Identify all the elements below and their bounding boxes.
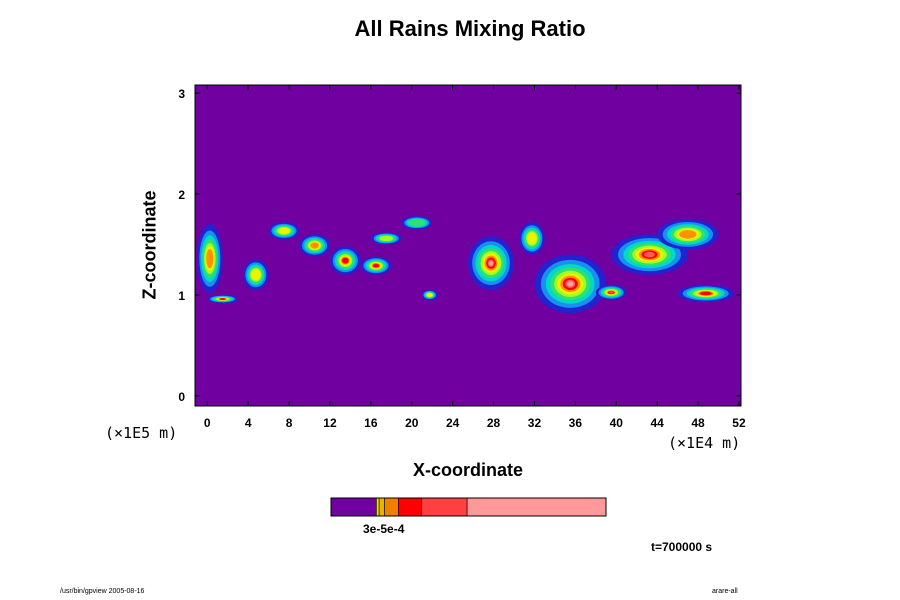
- colorbar-segment-1: [376, 497, 380, 517]
- colorbar-segment-6: [466, 497, 607, 517]
- x-tick-label-9: 36: [569, 416, 583, 430]
- colorbar-segment-2: [378, 497, 385, 517]
- time-label: t=700000 s: [651, 540, 713, 554]
- colorbar-tick-labels: 3e-5e-4: [363, 522, 405, 536]
- y-tick-label-0: 0: [178, 390, 185, 404]
- colorbar-segment-3: [384, 497, 399, 517]
- footer-command: /usr/bin/gpview 2005-08-16: [60, 588, 145, 595]
- rain-contour-12-9: [567, 281, 574, 287]
- x-tick-label-5: 20: [405, 416, 419, 430]
- x-axis-label: X-coordinate: [412, 460, 523, 480]
- y-axis-unit: (×1E5 m): [105, 424, 178, 442]
- rain-contour-8-3: [408, 219, 426, 227]
- rain-contour-16-7: [699, 291, 712, 296]
- rain-contour-10-9: [488, 260, 494, 266]
- x-tick-label-7: 28: [487, 416, 501, 430]
- x-tick-label-12: 48: [691, 416, 705, 430]
- x-tick-label-13: 52: [732, 416, 746, 430]
- x-tick-label-6: 24: [446, 416, 460, 430]
- rain-contour-3-5: [278, 227, 290, 234]
- x-tick-label-11: 44: [650, 416, 664, 430]
- x-tick-label-2: 8: [286, 416, 293, 430]
- colorbar-segment-0: [330, 497, 377, 517]
- colorbar: [330, 497, 607, 517]
- x-tick-label-3: 12: [323, 416, 337, 430]
- colorbar-frame: [330, 497, 607, 517]
- chart-title: All Rains Mixing Ratio: [354, 16, 586, 41]
- y-tick-label-2: 2: [178, 188, 185, 202]
- colorbar-segment-5: [421, 497, 468, 517]
- rain-contour-13-8: [608, 291, 614, 294]
- x-tick-label-1: 4: [245, 416, 252, 430]
- rain-contour-2-5: [251, 269, 261, 281]
- y-axis-label: Z-coordinate: [139, 190, 160, 300]
- rain-contour-0-6: [206, 249, 214, 269]
- rain-contour-15-6: [679, 230, 697, 239]
- y-tick-label-3: 3: [178, 87, 185, 101]
- rain-contour-14-8: [644, 251, 655, 258]
- x-tick-label-8: 32: [528, 416, 542, 430]
- rain-contour-6-7: [372, 263, 380, 268]
- y-tick-label-1: 1: [178, 289, 185, 303]
- rain-contour-4-6: [310, 242, 319, 249]
- rain-contour-5-7: [342, 257, 349, 264]
- colorbar-segment-4: [398, 497, 423, 517]
- rain-contour-7-4: [379, 235, 394, 242]
- x-axis-unit: (×1E4 m): [668, 434, 741, 452]
- x-tick-label-0: 0: [204, 416, 211, 430]
- rain-field-layer: [197, 216, 734, 314]
- x-tick-label-10: 40: [610, 416, 624, 430]
- rain-contour-1-7: [219, 298, 226, 300]
- footer-filename: arare-all: [712, 588, 738, 595]
- plot-frame: [194, 84, 742, 407]
- rain-contour-11-5: [527, 232, 537, 245]
- rain-contour-9-5: [426, 293, 433, 297]
- x-tick-label-4: 16: [364, 416, 378, 430]
